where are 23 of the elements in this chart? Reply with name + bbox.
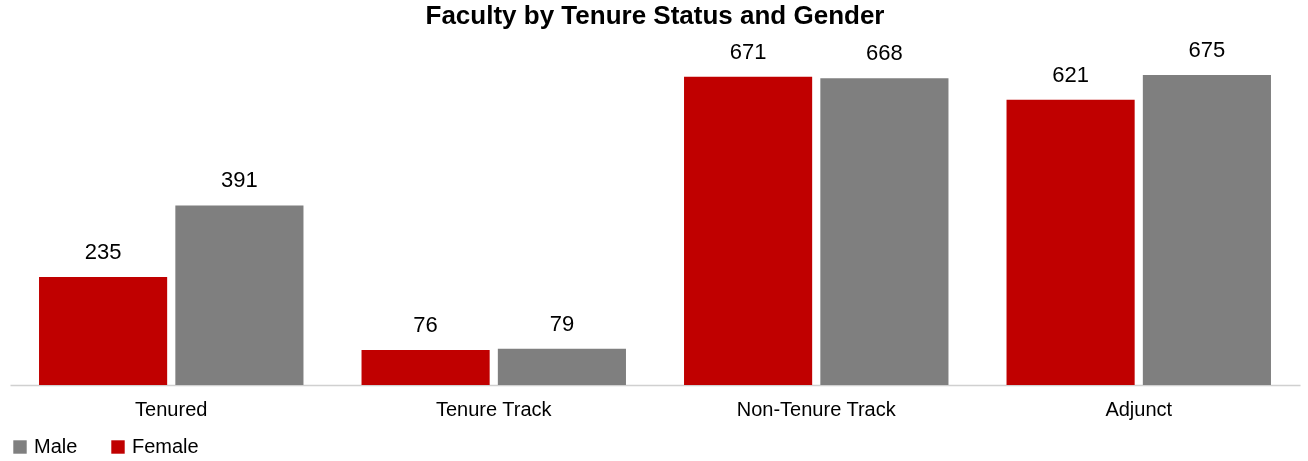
x-tick-label: Tenure Track [435, 397, 553, 420]
bar [1006, 99, 1135, 385]
data-label: 235 [84, 239, 122, 265]
x-tick-label: Tenured [135, 397, 208, 420]
data-label: 671 [729, 38, 767, 64]
bar [361, 350, 490, 385]
bar [175, 205, 304, 385]
bar [684, 76, 813, 385]
legend-label: Female [132, 435, 199, 457]
bar [39, 277, 168, 385]
data-label: 621 [1052, 61, 1089, 87]
bar [820, 78, 949, 385]
bar [497, 348, 626, 385]
bar [1142, 75, 1271, 385]
data-label: 668 [866, 40, 903, 66]
x-tick-label: Non-Tenure Track [736, 397, 897, 420]
data-label: 76 [413, 312, 438, 338]
data-label: 675 [1188, 37, 1226, 62]
legend-label: Male [34, 435, 78, 457]
x-tick-label: Adjunct [1105, 397, 1173, 420]
data-label: 391 [221, 167, 258, 193]
data-label: 79 [549, 310, 575, 336]
chart-title: Faculty by Tenure Status and Gender [425, 0, 885, 30]
